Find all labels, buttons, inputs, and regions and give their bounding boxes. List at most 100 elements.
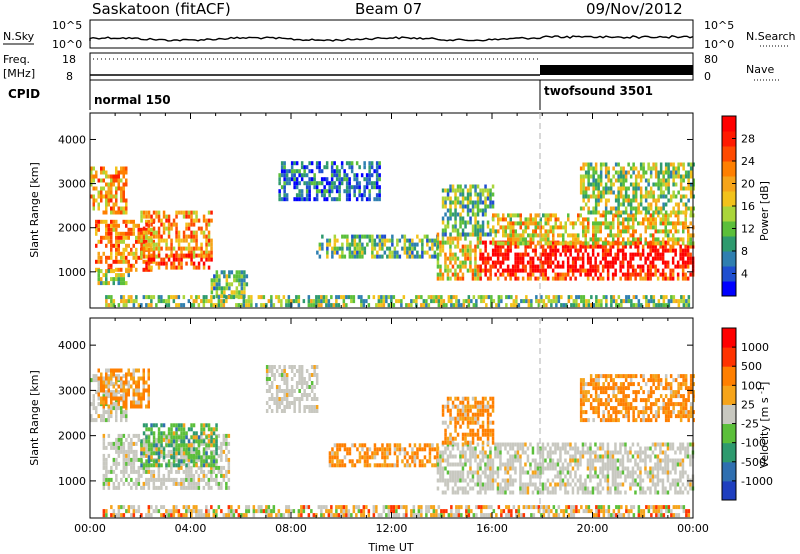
echo-cell: [240, 278, 244, 283]
echo-cell: [456, 276, 460, 281]
echo-cell: [677, 170, 680, 175]
echo-cell: [449, 268, 452, 273]
echo-cell: [511, 268, 515, 273]
echo-cell: [456, 264, 460, 269]
echo-cell: [566, 462, 570, 467]
echo-cell: [675, 299, 678, 304]
echo-cell: [207, 485, 211, 490]
echo-cell: [574, 256, 577, 261]
echo-cell: [476, 466, 480, 471]
echo-cell: [541, 268, 545, 273]
echo-cell: [631, 256, 635, 261]
echo-cell: [105, 202, 108, 207]
echo-cell: [449, 478, 452, 483]
echo-cell: [275, 295, 278, 300]
echo-cell: [225, 278, 229, 283]
echo-cell: [165, 463, 168, 468]
echo-cell: [667, 174, 670, 179]
echo-cell: [599, 178, 603, 183]
echo-cell: [135, 453, 138, 458]
echo-cell: [667, 178, 670, 183]
echo-cell: [669, 174, 673, 179]
echo-cell: [298, 181, 301, 186]
echo-cell: [325, 189, 329, 194]
echo-cell: [386, 447, 389, 452]
echo-cell: [361, 455, 364, 460]
echo-cell: [142, 239, 145, 244]
echo-cell: [135, 247, 138, 252]
echo-cell: [140, 473, 143, 478]
echo-cell: [524, 229, 527, 234]
echo-cell: [512, 299, 516, 304]
echo-cell: [436, 478, 440, 483]
echo-cell: [466, 490, 470, 495]
echo-cell: [664, 221, 667, 226]
echo-cell: [423, 455, 427, 460]
echo-cell: [599, 190, 603, 195]
echo-cell: [682, 295, 686, 300]
echo-cell: [636, 264, 640, 269]
echo-cell: [652, 217, 655, 222]
echo-cell: [202, 303, 206, 308]
echo-cell: [634, 237, 637, 242]
echo-cell: [361, 447, 364, 452]
echo-cell: [381, 447, 384, 452]
echo-cell: [387, 295, 391, 300]
echo-cell: [135, 388, 138, 393]
echo-cell: [524, 252, 527, 257]
echo-cell: [479, 486, 482, 491]
echo-cell: [117, 243, 120, 248]
echo-cell: [665, 303, 668, 308]
echo-cell: [235, 294, 239, 299]
echo-cell: [676, 264, 680, 269]
echo-cell: [511, 442, 515, 447]
echo-cell: [599, 244, 602, 249]
echo-cell: [494, 264, 497, 269]
echo-cell: [689, 221, 692, 226]
echo-cell: [132, 376, 135, 381]
echo-cell: [180, 477, 183, 482]
echo-cell: [187, 222, 191, 227]
echo-cell: [132, 380, 135, 385]
echo-cell: [619, 190, 623, 195]
echo-cell: [155, 447, 158, 452]
echo-cell: [661, 276, 665, 281]
echo-cell: [297, 299, 301, 304]
echo-cell: [614, 268, 617, 273]
echo-cell: [348, 181, 351, 186]
echo-cell: [150, 267, 153, 272]
echo-cell: [479, 462, 482, 467]
echo-cell: [180, 250, 183, 255]
echo-cell: [217, 295, 221, 300]
echo-cell: [679, 178, 683, 183]
echo-cell: [190, 473, 193, 478]
echo-cell: [162, 222, 166, 227]
echo-cell: [436, 272, 440, 277]
echo-cell: [634, 166, 638, 171]
echo-cell: [132, 303, 136, 308]
echo-cell: [584, 237, 587, 242]
echo-cell: [192, 477, 196, 482]
echo-cell: [335, 295, 338, 300]
echo-cell: [536, 466, 540, 471]
echo-cell: [215, 294, 219, 299]
echo-cell: [328, 193, 331, 198]
echo-cell: [496, 474, 500, 479]
echo-cell: [155, 423, 158, 428]
echo-cell: [486, 232, 490, 237]
echo-cell: [152, 230, 156, 235]
echo-cell: [207, 445, 211, 450]
echo-cell: [145, 303, 148, 308]
echo-cell: [132, 223, 135, 228]
echo-cell: [197, 451, 201, 456]
echo-cell: [202, 431, 206, 436]
echo-cell: [450, 303, 453, 308]
echo-cell: [497, 241, 500, 246]
echo-cell: [605, 295, 608, 300]
echo-cell: [275, 405, 279, 409]
echo-cell: [353, 185, 356, 190]
echo-cell: [202, 441, 206, 446]
echo-cell: [105, 457, 108, 462]
echo-cell: [632, 186, 635, 191]
echo-cell: [122, 374, 125, 379]
